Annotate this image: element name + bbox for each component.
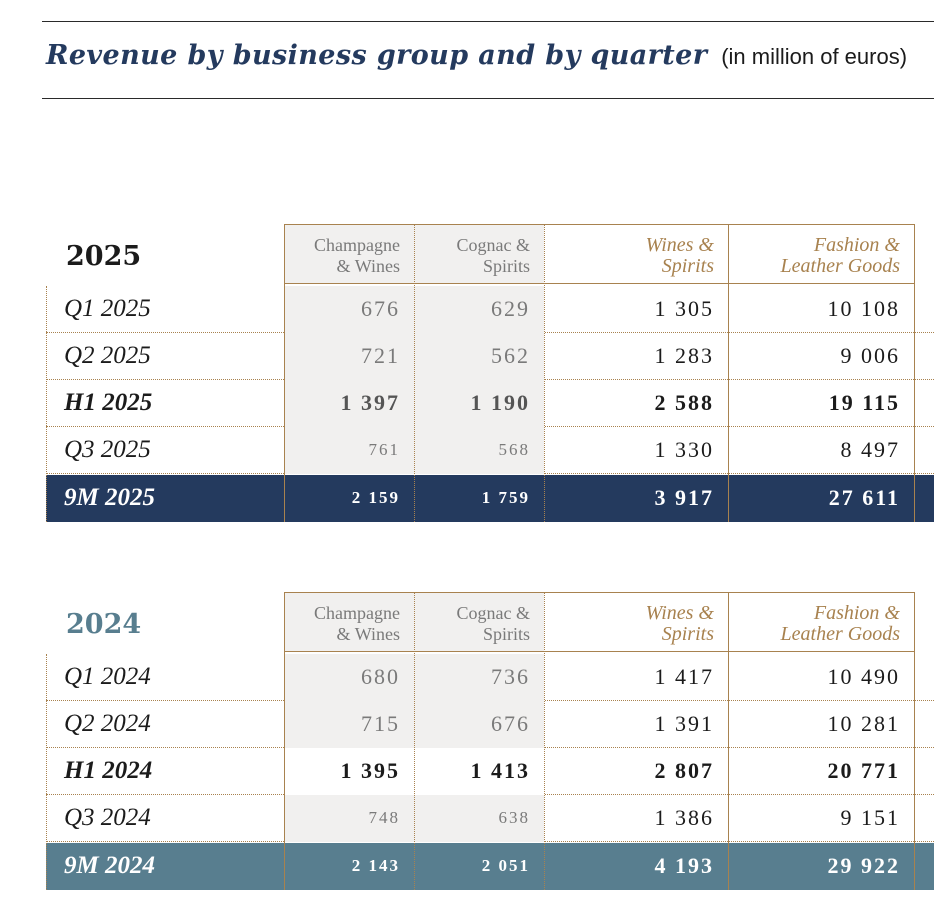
table-row-total: 9M 2024 2 143 2 051 4 193 29 922 xyxy=(46,843,934,890)
divider xyxy=(544,592,545,890)
divider xyxy=(544,224,545,522)
cell-champagne: 676 xyxy=(284,286,414,333)
cell-champagne: 748 xyxy=(284,795,414,842)
cell-cognac: 629 xyxy=(414,286,544,333)
row-label: Q1 2025 xyxy=(64,295,151,322)
table-row: Q1 2024 680 736 1 417 10 490 xyxy=(46,654,934,701)
divider xyxy=(284,224,285,522)
title-rule xyxy=(42,98,934,99)
cell-wines-spirits: 4 193 xyxy=(654,853,714,878)
row-label: H1 2024 xyxy=(64,757,153,784)
table-row-total: 9M 2025 2 159 1 759 3 917 27 611 xyxy=(46,475,934,522)
cell-champagne: 2 159 xyxy=(351,488,400,507)
table-row: Q2 2025 721 562 1 283 9 006 xyxy=(46,333,934,380)
cell-cognac: 1 413 xyxy=(414,748,544,795)
revenue-table-2024: 2024 Champagne & Wines Cognac & Spirits Wi… xyxy=(46,592,934,892)
cell-champagne: 680 xyxy=(284,654,414,701)
cell-champagne: 761 xyxy=(284,427,414,474)
divider xyxy=(728,592,729,890)
col-champagne-header: Champagne & Wines xyxy=(284,592,414,652)
col-wines-spirits-header: Wines & Spirits xyxy=(544,592,728,652)
cell-fashion: 20 771 xyxy=(827,758,900,783)
col-cognac-header: Cognac & Spirits xyxy=(414,224,544,284)
cell-wines-spirits: 1 417 xyxy=(654,664,714,689)
cell-wines-spirits: 2 588 xyxy=(654,390,714,415)
cell-cognac: 676 xyxy=(414,701,544,748)
row-label: Q1 2024 xyxy=(64,663,151,690)
divider xyxy=(46,286,47,522)
page-title: Revenue by business group and by quarter… xyxy=(46,40,907,71)
divider xyxy=(914,592,915,890)
cell-fashion: 10 490 xyxy=(827,664,900,689)
cell-fashion: 9 151 xyxy=(840,805,900,830)
cell-cognac: 1 759 xyxy=(481,488,530,507)
divider xyxy=(46,654,47,890)
cell-fashion: 29 922 xyxy=(827,853,900,878)
col-champagne-header: Champagne & Wines xyxy=(284,224,414,284)
table-header: 2025 Champagne & Wines Cognac & Spirits Wi… xyxy=(46,224,934,286)
row-label: 9M 2024 xyxy=(64,852,155,879)
table-header: 2024 Champagne & Wines Cognac & Spirits Wi… xyxy=(46,592,934,654)
cell-champagne: 715 xyxy=(284,701,414,748)
table-row: Q1 2025 676 629 1 305 10 108 xyxy=(46,286,934,333)
cell-fashion: 9 006 xyxy=(840,343,900,368)
cell-champagne: 2 143 xyxy=(351,856,400,875)
cell-champagne: 1 397 xyxy=(284,380,414,427)
cell-cognac: 562 xyxy=(414,333,544,380)
cell-cognac: 638 xyxy=(414,795,544,842)
cell-fashion: 10 108 xyxy=(827,296,900,321)
year-heading: 2025 xyxy=(66,241,142,272)
col-fashion-header: Fashion & Leather Goods xyxy=(728,592,914,652)
title-main: Revenue by business group and by quarter xyxy=(46,40,708,71)
table-row: Q3 2024 748 638 1 386 9 151 xyxy=(46,795,934,842)
row-label: Q3 2024 xyxy=(64,804,151,831)
cell-cognac: 2 051 xyxy=(481,856,530,875)
cell-wines-spirits: 1 305 xyxy=(654,296,714,321)
year-heading: 2024 xyxy=(66,609,142,640)
divider xyxy=(284,592,285,890)
revenue-table-2025: 2025 Champagne & Wines Cognac & Spirits Wi… xyxy=(46,224,934,524)
cell-champagne: 721 xyxy=(284,333,414,380)
col-cognac-header: Cognac & Spirits xyxy=(414,592,544,652)
row-label: Q3 2025 xyxy=(64,436,151,463)
row-label: Q2 2025 xyxy=(64,342,151,369)
row-label: Q2 2024 xyxy=(64,710,151,737)
divider xyxy=(414,224,415,522)
cell-champagne: 1 395 xyxy=(284,748,414,795)
cell-wines-spirits: 1 386 xyxy=(654,805,714,830)
row-label: 9M 2025 xyxy=(64,484,155,511)
cell-cognac: 1 190 xyxy=(414,380,544,427)
cell-wines-spirits: 1 330 xyxy=(654,437,714,462)
top-rule xyxy=(42,21,934,22)
cell-cognac: 568 xyxy=(414,427,544,474)
divider xyxy=(914,224,915,522)
table-row: Q2 2024 715 676 1 391 10 281 xyxy=(46,701,934,748)
divider xyxy=(414,592,415,890)
cell-cognac: 736 xyxy=(414,654,544,701)
table-row: H1 2024 1 395 1 413 2 807 20 771 xyxy=(46,748,934,795)
cell-fashion: 19 115 xyxy=(828,390,900,415)
cell-wines-spirits: 3 917 xyxy=(654,485,714,510)
cell-wines-spirits: 2 807 xyxy=(654,758,714,783)
cell-fashion: 27 611 xyxy=(828,485,900,510)
title-unit: (in million of euros) xyxy=(721,44,908,69)
divider xyxy=(728,224,729,522)
row-label: H1 2025 xyxy=(64,389,153,416)
col-fashion-header: Fashion & Leather Goods xyxy=(728,224,914,284)
col-wines-spirits-header: Wines & Spirits xyxy=(544,224,728,284)
cell-wines-spirits: 1 391 xyxy=(654,711,714,736)
cell-fashion: 10 281 xyxy=(827,711,900,736)
table-row: H1 2025 1 397 1 190 2 588 19 115 xyxy=(46,380,934,427)
table-row: Q3 2025 761 568 1 330 8 497 xyxy=(46,427,934,474)
cell-wines-spirits: 1 283 xyxy=(654,343,714,368)
cell-fashion: 8 497 xyxy=(840,437,900,462)
